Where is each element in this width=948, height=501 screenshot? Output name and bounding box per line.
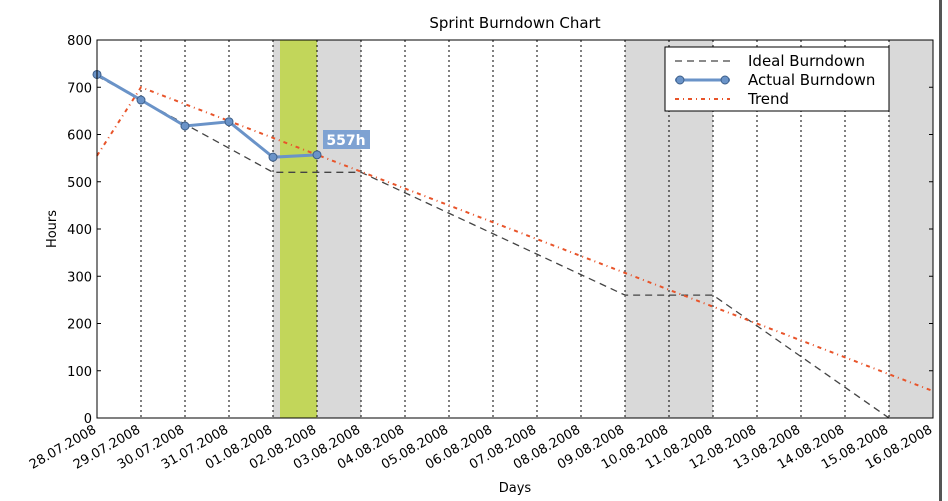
window-border xyxy=(939,0,942,501)
actual-point xyxy=(312,150,322,160)
legend-actual-label: Actual Burndown xyxy=(748,71,875,89)
y-axis-label: Hours xyxy=(45,210,60,248)
series-trend xyxy=(96,86,934,393)
weekend-shade xyxy=(889,40,933,418)
current-day-highlight xyxy=(280,40,317,418)
actual-point xyxy=(268,152,278,162)
y-tick-label: 200 xyxy=(67,318,92,333)
annotation-text: 557h xyxy=(326,133,365,149)
y-tick-label: 800 xyxy=(67,34,92,49)
y-tick-label: 500 xyxy=(67,176,92,191)
legend: Ideal Burndown Actual Burndown Trend xyxy=(664,46,890,112)
y-tick-label: 700 xyxy=(67,81,92,96)
annotation-557h: 557h xyxy=(323,130,370,149)
chart-title: Sprint Burndown Chart xyxy=(429,14,600,32)
series-actual-burndown xyxy=(96,73,318,159)
y-tick-label: 100 xyxy=(67,365,92,380)
y-tick-label: 600 xyxy=(67,129,92,144)
y-tick-label: 400 xyxy=(67,223,92,238)
y-tick-label: 300 xyxy=(67,270,92,285)
actual-point xyxy=(136,95,146,105)
y-tick-label: 0 xyxy=(84,412,92,427)
actual-point xyxy=(224,117,234,127)
legend-ideal-label: Ideal Burndown xyxy=(748,52,865,70)
x-axis-label: Days xyxy=(499,481,532,496)
legend-trend-label: Trend xyxy=(747,90,789,108)
actual-point xyxy=(180,121,190,131)
